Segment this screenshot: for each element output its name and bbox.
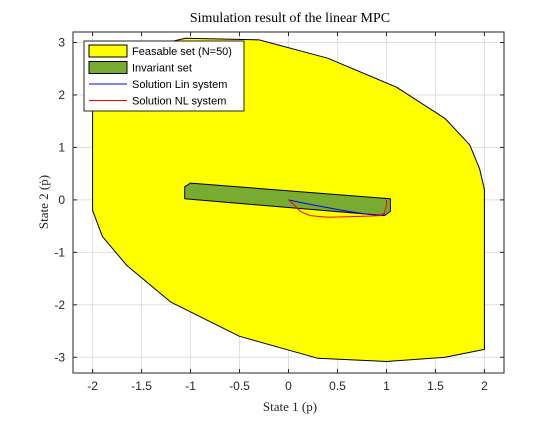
legend-label: Invariant set bbox=[132, 63, 192, 75]
y-axis-label: State 2 (ṗ) bbox=[36, 175, 51, 229]
solution-nl-system-line bbox=[288, 199, 387, 218]
legend-swatch-feasable-set-n-50 bbox=[88, 44, 128, 58]
x-axis-label: State 1 (p) bbox=[263, 399, 317, 414]
chart-title: Simulation result of the linear MPC bbox=[190, 11, 390, 26]
x-tick-label: 1 bbox=[383, 379, 390, 393]
x-tick-label: -0.5 bbox=[229, 379, 250, 393]
y-tick-label: 0 bbox=[58, 193, 65, 207]
invariant-set-polygon bbox=[184, 182, 391, 217]
solution-lin-system-line bbox=[288, 199, 387, 216]
legend: Feasable set (N=50) Invariant set Solution… bbox=[83, 40, 245, 112]
y-tick-label: 1 bbox=[58, 140, 65, 154]
legend-label: Solution NL system bbox=[132, 96, 226, 108]
x-tick-label: -1 bbox=[185, 379, 196, 393]
series-layer bbox=[92, 37, 485, 362]
x-tick-label: 1.5 bbox=[427, 379, 444, 393]
y-tick-label: 3 bbox=[58, 35, 65, 49]
x-tick-label: 0 bbox=[285, 379, 292, 393]
legend-swatch-invariant-set bbox=[88, 61, 128, 74]
x-tick-label: -1.5 bbox=[131, 379, 152, 393]
x-tick-label: 0.5 bbox=[329, 379, 346, 393]
y-tick-label: 2 bbox=[58, 88, 65, 102]
y-tick-label: -1 bbox=[54, 245, 65, 259]
x-tick-label: -2 bbox=[87, 379, 98, 393]
ticks: -2 -1.5 -1 -0.5 0 0.5 1 1.5 2 -3 -2 -1 0 1 2 3 bbox=[54, 32, 504, 393]
y-tick-label: -2 bbox=[54, 298, 65, 312]
y-tick-label: -3 bbox=[54, 350, 65, 364]
legend-label: Feasable set (N=50) bbox=[132, 46, 232, 58]
x-tick-label: 2 bbox=[481, 379, 488, 393]
legend-label: Solution Lin system bbox=[132, 79, 227, 91]
